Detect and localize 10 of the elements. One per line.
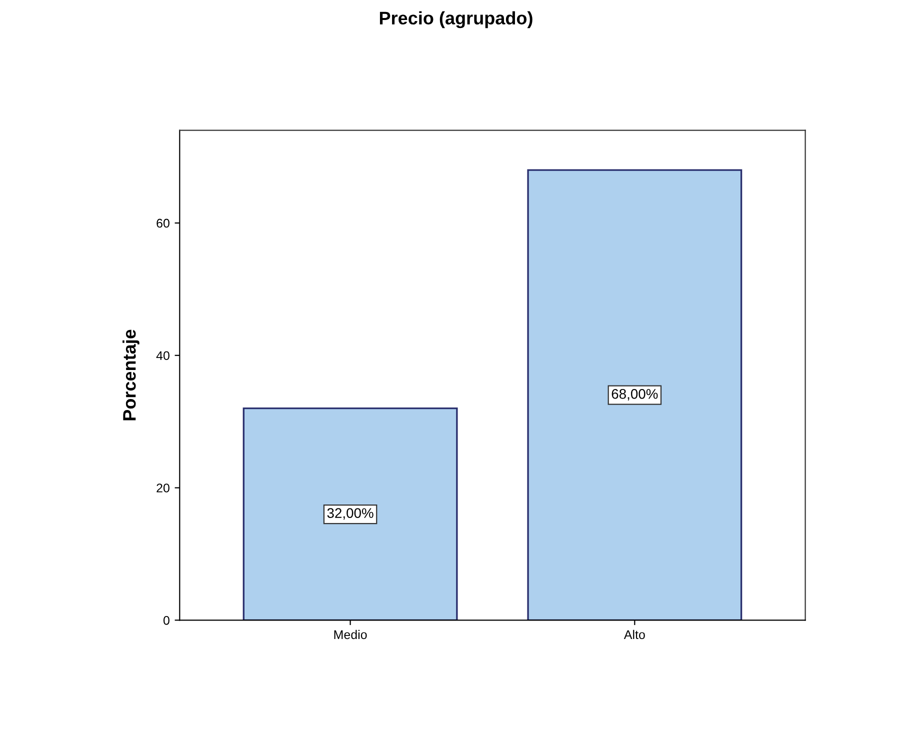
x-tick-label: Alto <box>624 630 645 640</box>
y-tick-label: 20 <box>156 484 170 492</box>
x-tick-label: Medio <box>334 630 367 640</box>
y-tick-label: 60 <box>156 218 170 228</box>
data-label: 68,00% <box>612 389 658 400</box>
y-axis-title: Porcentaje <box>122 330 140 420</box>
y-tick-label: 0 <box>163 616 170 625</box>
chart-title: Precio (agrupado) <box>380 11 532 28</box>
y-tick-label: 40 <box>156 351 170 360</box>
data-label: 32,00% <box>327 508 374 520</box>
